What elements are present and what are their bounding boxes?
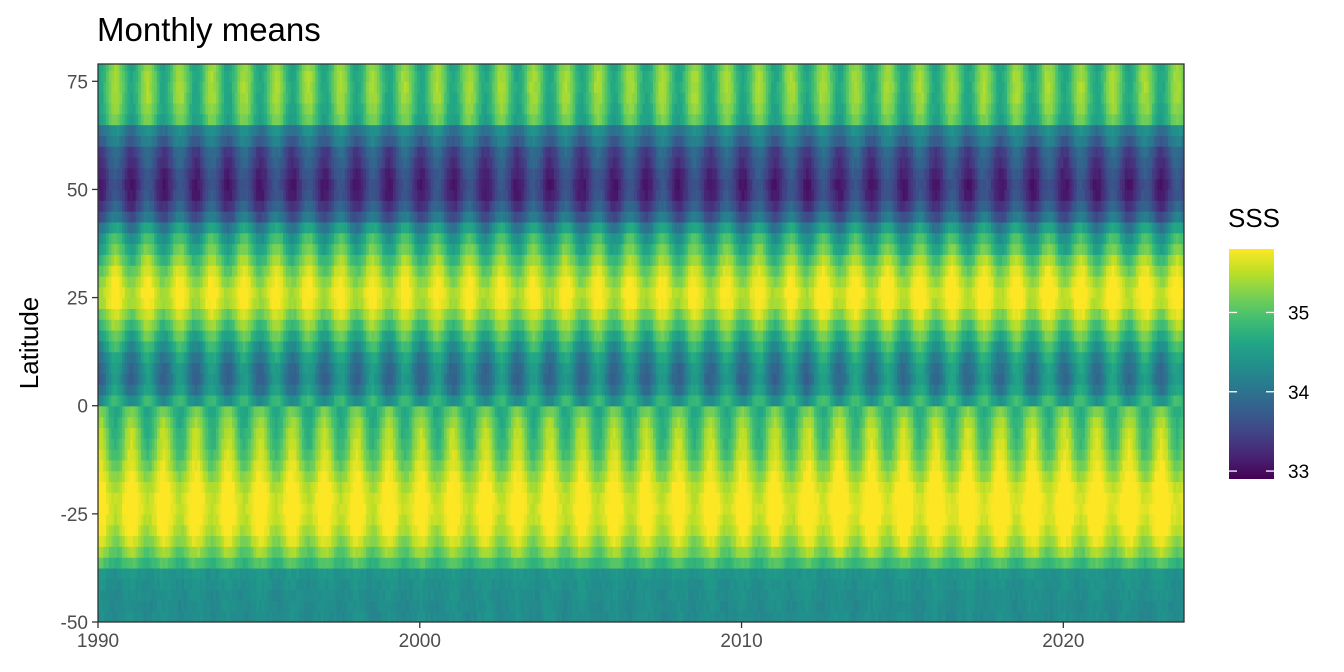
chart-title: Monthly means	[97, 11, 321, 48]
heatmap	[98, 64, 1185, 623]
